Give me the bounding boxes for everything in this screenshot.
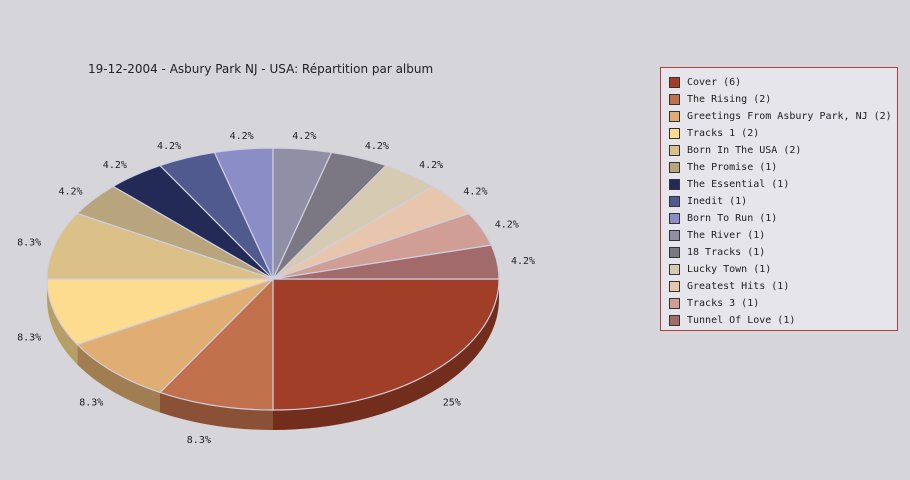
- pie-label-3: 8.3%: [17, 333, 41, 344]
- legend-label: Greetings From Asbury Park, NJ (2): [687, 111, 892, 122]
- legend-label: Inedit (1): [687, 196, 748, 207]
- legend-label: Born To Run (1): [687, 213, 778, 224]
- pie-label-1: 8.3%: [187, 435, 211, 446]
- legend-label: The Essential (1): [687, 179, 790, 190]
- legend-swatch: [669, 179, 680, 190]
- legend-swatch: [669, 196, 680, 207]
- legend-item: Tracks 3 (1): [669, 295, 897, 312]
- legend-item: Born To Run (1): [669, 210, 897, 227]
- legend-item: Born In The USA (2): [669, 142, 897, 159]
- pie-label-2: 8.3%: [79, 398, 103, 409]
- legend-item: Greetings From Asbury Park, NJ (2): [669, 108, 897, 125]
- legend-item: The River (1): [669, 227, 897, 244]
- pie-slice-side-3: [47, 279, 78, 365]
- legend-item: Inedit (1): [669, 193, 897, 210]
- legend-item: Tracks 1 (2): [669, 125, 897, 142]
- legend-item: The Promise (1): [669, 159, 897, 176]
- legend-swatch: [669, 94, 680, 105]
- pie-label-14: 4.2%: [511, 256, 535, 267]
- legend-swatch: [669, 77, 680, 88]
- pie-slice-side-1: [160, 392, 273, 430]
- pie-label-13: 4.2%: [495, 220, 519, 231]
- legend-item: Greatest Hits (1): [669, 278, 897, 295]
- legend-swatch: [669, 145, 680, 156]
- chart-title: 19-12-2004 - Asbury Park NJ - USA: Répar…: [88, 62, 434, 76]
- legend-item: The Rising (2): [669, 91, 897, 108]
- pie-slice-side-2: [77, 344, 160, 413]
- legend-swatch: [669, 315, 680, 326]
- legend-label: Greatest Hits (1): [687, 281, 790, 292]
- pie-slices: [46, 147, 500, 411]
- pie-slice-0: [272, 278, 500, 411]
- legend-item: The Essential (1): [669, 176, 897, 193]
- pie-slice-3: [46, 278, 274, 346]
- legend-label: Born In The USA (2): [687, 145, 802, 156]
- legend-label: The Rising (2): [687, 94, 772, 105]
- pie-slice-4: [46, 212, 274, 280]
- legend: Cover (6) The Rising (2) Greetings From As…: [660, 67, 898, 331]
- legend-item: Tunnel Of Love (1): [669, 312, 897, 329]
- legend-label: Tunnel Of Love (1): [687, 315, 796, 326]
- legend-swatch: [669, 213, 680, 224]
- legend-swatch: [669, 247, 680, 258]
- pie-label-10: 4.2%: [365, 141, 389, 152]
- legend-swatch: [669, 264, 680, 275]
- legend-swatch: [669, 128, 680, 139]
- pie-label-6: 4.2%: [103, 160, 127, 171]
- legend-label: Cover (6): [687, 77, 742, 88]
- pie-slice-2: [76, 278, 274, 394]
- legend-swatch: [669, 230, 680, 241]
- pie-labels: 25% 8.3% 8.3% 8.3% 8.3% 4.2% 4.2% 4.2% 4.2% 4.2% 4…: [17, 131, 535, 446]
- legend-label: The Promise (1): [687, 162, 778, 173]
- pie-slice-14: [272, 244, 500, 280]
- legend-item: Lucky Town (1): [669, 261, 897, 278]
- legend-swatch: [669, 111, 680, 122]
- pie-label-8: 4.2%: [230, 131, 254, 142]
- pie-label-9: 4.2%: [292, 131, 316, 142]
- pie-label-4: 8.3%: [17, 237, 41, 248]
- legend-swatch: [669, 281, 680, 292]
- legend-label: Lucky Town (1): [687, 264, 772, 275]
- legend-item: Cover (6): [669, 74, 897, 91]
- pie-label-7: 4.2%: [157, 141, 181, 152]
- legend-label: Tracks 1 (2): [687, 128, 760, 139]
- pie-label-5: 4.2%: [59, 187, 83, 198]
- legend-item: 18 Tracks (1): [669, 244, 897, 261]
- pie-slice-1: [158, 277, 274, 411]
- pie-slice-side-0: [273, 279, 499, 430]
- pie-label-12: 4.2%: [463, 187, 487, 198]
- pie-side-walls: [47, 279, 499, 430]
- pie-label-11: 4.2%: [419, 160, 443, 171]
- legend-label: Tracks 3 (1): [687, 298, 760, 309]
- legend-label: The River (1): [687, 230, 766, 241]
- pie-label-0: 25%: [443, 398, 461, 409]
- legend-swatch: [669, 298, 680, 309]
- legend-label: 18 Tracks (1): [687, 247, 766, 258]
- legend-swatch: [669, 162, 680, 173]
